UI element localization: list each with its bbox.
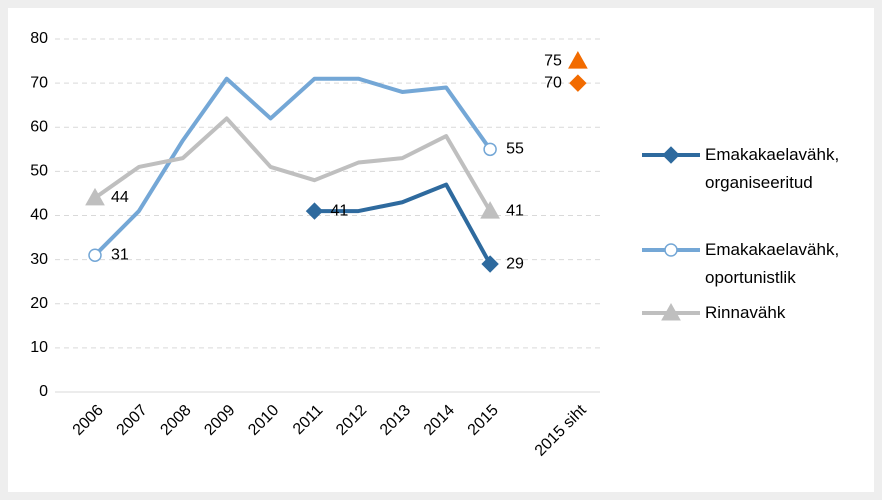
marker <box>481 255 499 273</box>
data-label: 44 <box>111 189 129 206</box>
y-tick-label: 60 <box>30 118 48 135</box>
series-line <box>93 76 492 257</box>
y-tick-label: 20 <box>30 295 48 312</box>
series-line <box>93 116 492 213</box>
series-line <box>314 182 492 266</box>
marker <box>569 74 587 92</box>
data-label: 41 <box>506 202 524 219</box>
y-tick-label: 0 <box>39 383 48 400</box>
y-tick-label: 30 <box>30 251 48 268</box>
data-label: 29 <box>506 255 524 272</box>
legend-label: Rinnavähk <box>705 303 786 322</box>
marker <box>664 243 678 257</box>
marker <box>661 302 681 321</box>
y-tick-label: 70 <box>30 74 48 91</box>
legend-label: Emakakaelavähk, organiseeritud <box>705 145 840 192</box>
y-tick-label: 50 <box>30 163 48 180</box>
data-label: 55 <box>506 141 524 158</box>
data-label: 41 <box>331 202 349 219</box>
marker <box>88 248 102 262</box>
marker <box>483 142 497 157</box>
data-label: 75 <box>544 52 562 69</box>
marker <box>85 187 105 206</box>
marker <box>662 146 680 164</box>
marker <box>480 201 500 219</box>
data-label: 31 <box>111 246 129 263</box>
y-tick-label: 80 <box>30 30 48 47</box>
legend-label: Emakakaelavähk, oportunistlik <box>705 240 840 287</box>
y-tick-label: 40 <box>30 207 48 224</box>
y-tick-label: 10 <box>30 339 48 356</box>
marker <box>305 202 324 220</box>
data-label: 70 <box>544 74 562 91</box>
marker <box>568 51 588 69</box>
